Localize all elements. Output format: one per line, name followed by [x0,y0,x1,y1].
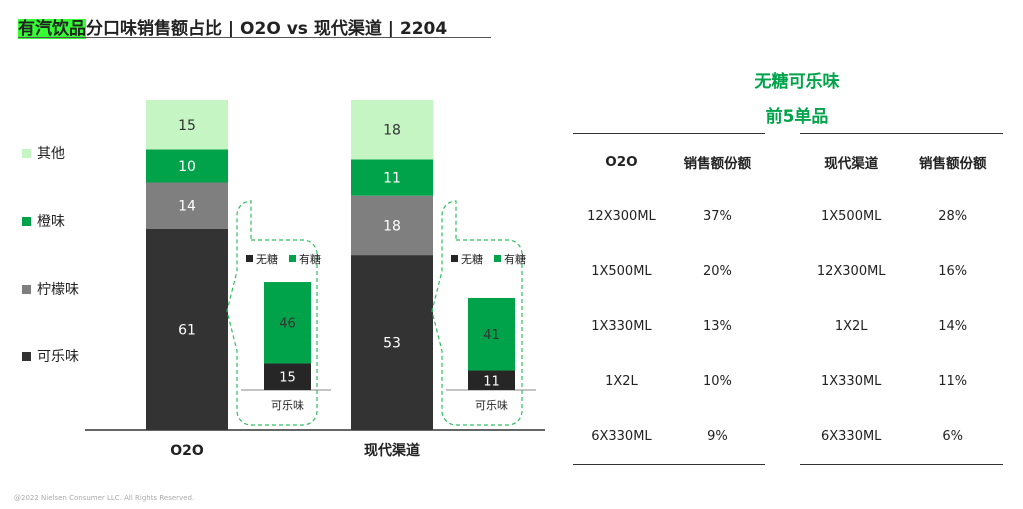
legend-swatch [451,255,458,262]
inset-bar-segment [264,363,311,390]
table-cell: 20% [702,264,732,279]
data-label: 10 [178,159,196,175]
legend-swatch [289,255,296,262]
column-header: O2O [605,153,638,170]
inset-category-label: 可乐味 [475,399,508,412]
table-row: 1X2L 14% [800,299,1003,354]
bar-segment [351,195,433,256]
data-label: 15 [178,118,196,134]
data-label: 18 [383,218,401,234]
table-cell: 10% [702,374,732,389]
o2o-table: O2O 销售额份额 12X300ML 37% 1X500ML 20% 1X330ML 13% 1… [573,133,765,465]
legend-item-orange: 橙味 [22,211,65,231]
column-header: 销售额份额 [683,155,752,172]
table-row: 1X500ML 20% [573,244,765,299]
table-cell: 37% [702,209,732,224]
legend-label: 柠檬味 [37,282,79,298]
bar-segment [146,100,228,150]
column-header: 销售额份额 [918,155,987,172]
inset-legend-label: 无糖 [461,252,483,266]
table-cell: 1X500ML [820,209,882,224]
legend-swatch [22,148,31,158]
table-cell: 1X2L [834,319,868,334]
data-label: 53 [383,336,401,352]
table-cell: 13% [702,319,732,334]
inset-legend-label: 有糖 [299,252,321,266]
table-cell: 12X300ML [587,209,656,224]
table-header: 现代渠道 销售额份额 [800,134,1003,190]
table-row: 1X500ML 28% [800,189,1003,244]
column-header: 现代渠道 [824,155,879,172]
inset-bar-segment [468,370,515,390]
table-cell: 12X300ML [816,264,886,279]
legend-item-cola: 可乐味 [22,346,79,366]
legend-swatch [494,255,501,262]
table-cell: 1X330ML [591,319,652,334]
inset-data-label: 15 [279,371,296,386]
inset-bar-segment [468,297,515,371]
table-cell: 1X2L [605,374,638,389]
legend-item-lemon: 柠檬味 [22,279,79,299]
bar-segment [146,182,228,229]
bar-segment [351,255,433,430]
table-cell: 6% [942,429,964,444]
modern-table: 现代渠道 销售额份额 1X500ML 28% 12X300ML 16% 1X2L 14% 1X3… [800,133,1003,465]
legend-swatch [246,255,253,262]
legend-item-other: 其他 [22,143,65,163]
inset-data-label: 11 [483,374,500,389]
title-text: 分口味销售额占比 | O2O vs 现代渠道 | 2204 [86,19,448,39]
inset-frame [431,200,523,426]
title-highlight: 有汽饮品 [18,19,86,39]
x-tick-label: 现代渠道 [364,442,420,459]
right-title: 无糖可乐味 [754,72,840,92]
legend-swatch [22,284,31,294]
inset-data-label: 41 [483,328,500,343]
table-row: 6X330ML 6% [800,409,1003,465]
bar-segment [351,100,433,160]
table-row: 1X2L 10% [573,354,765,409]
bar-segment [146,149,228,183]
copyright: @2022 Nielsen Consumer LLC. All Rights R… [14,494,195,502]
legend-label: 可乐味 [37,349,79,365]
table-cell: 1X500ML [591,264,652,279]
x-tick-label: O2O [170,443,204,459]
table-cell: 28% [938,209,968,224]
inset-frame [226,200,318,426]
legend-swatch [22,351,31,361]
table-row: 6X330ML 9% [573,409,765,465]
data-label: 18 [383,123,401,139]
right-subtitle: 前5单品 [765,107,829,127]
table-row: 12X300ML 16% [800,244,1003,299]
table-cell: 1X330ML [820,374,882,389]
data-label: 11 [383,171,401,187]
table-row: 1X330ML 13% [573,299,765,354]
table-cell: 16% [938,264,968,279]
table-cell: 11% [938,374,968,389]
table-cell: 6X330ML [591,429,652,444]
table-header: O2O 销售额份额 [573,134,765,190]
inset-data-label: 46 [279,317,296,332]
legend-label: 橙味 [37,214,65,230]
data-label: 61 [178,322,196,338]
inset-bar-segment [264,282,311,364]
table-cell: 14% [938,319,968,334]
inset-category-label: 可乐味 [271,399,304,412]
table-row: 12X300ML 37% [573,189,765,244]
inset-legend-label: 有糖 [504,252,526,266]
table-row: 1X330ML 11% [800,354,1003,409]
data-label: 14 [178,199,196,215]
bar-segment [146,228,228,430]
title-divider [18,37,491,38]
legend-swatch [22,216,31,226]
page-title: 有汽饮品分口味销售额占比 | O2O vs 现代渠道 | 2204 [18,14,447,39]
table-cell: 9% [707,429,728,444]
bar-segment [351,159,433,196]
legend-label: 其他 [37,146,65,162]
inset-legend-label: 无糖 [256,252,278,266]
table-cell: 6X330ML [820,429,882,444]
